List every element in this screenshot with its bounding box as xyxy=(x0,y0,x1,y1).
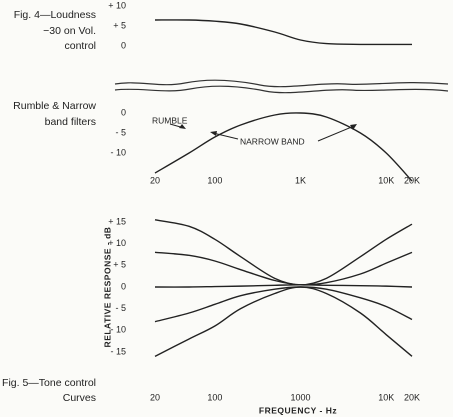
response-curve xyxy=(154,284,413,288)
y-tick-label: 0 xyxy=(121,107,126,117)
chart-title: band filters xyxy=(45,116,96,128)
y-tick-label: - 10 xyxy=(110,147,126,157)
x-tick-label: 100 xyxy=(207,175,222,185)
y-tick-label: + 10 xyxy=(108,238,126,248)
break-line xyxy=(114,79,449,88)
chart-title: Rumble & Narrow xyxy=(13,100,96,112)
chart: Rumble & Narrow band filters 0 - 5 - 10 20 100… xyxy=(13,100,420,186)
x-axis-label: FREQUENCY - Hz xyxy=(259,405,337,415)
response-curve xyxy=(154,219,413,286)
annotation: RUMBLE xyxy=(152,115,188,125)
chart-title: Fig. 4—Loudness xyxy=(14,9,96,21)
y-tick-label: - 5 xyxy=(115,303,126,313)
x-tick-label: 20 xyxy=(150,175,160,185)
y-tick-label: 0 xyxy=(121,281,126,291)
x-tick-label: 20K xyxy=(404,392,420,402)
annotation: NARROW BAND xyxy=(240,136,305,146)
y-tick-label: 0 xyxy=(121,40,126,50)
x-tick-label: 1K xyxy=(295,175,306,185)
y-tick-label: + 5 xyxy=(113,20,126,30)
response-curve xyxy=(154,251,413,286)
annotation-arrow xyxy=(317,125,355,142)
x-tick-label: 20 xyxy=(150,392,160,402)
y-tick-label: + 5 xyxy=(113,260,126,270)
chart: Fig. 5—Tone control Curves + 15 + 10 + 5 0 - 5… xyxy=(2,216,420,415)
y-tick-label: - 15 xyxy=(110,346,126,356)
chart-title: Fig. 5—Tone control xyxy=(2,377,96,389)
response-curve xyxy=(154,286,413,323)
y-axis-label: RELATIVE RESPONSE - dB xyxy=(102,227,112,348)
chart: Fig. 4—Loudness −30 on Vol. control + 10 + 5… xyxy=(14,0,412,52)
y-tick-label: + 10 xyxy=(108,0,126,10)
chart-title: Curves xyxy=(63,392,96,404)
annotation-arrow xyxy=(212,132,239,140)
response-curve xyxy=(154,112,413,182)
break-line xyxy=(114,85,449,94)
x-tick-label: 1000 xyxy=(291,392,311,402)
arrow-head xyxy=(179,124,186,129)
y-tick-label: + 15 xyxy=(108,216,126,226)
chart-title: −30 on Vol. xyxy=(43,25,96,37)
y-tick-label: - 10 xyxy=(110,325,126,335)
x-tick-label: 10K xyxy=(378,175,394,185)
response-curve xyxy=(154,19,412,46)
response-curve xyxy=(154,286,413,357)
y-tick-label: - 5 xyxy=(115,127,126,137)
x-tick-label: 10K xyxy=(378,392,394,402)
arrow-head xyxy=(210,131,217,136)
x-tick-label: 100 xyxy=(207,392,222,402)
arrow-head xyxy=(350,124,357,130)
break-marks xyxy=(114,79,449,94)
chart-title: control xyxy=(64,40,96,52)
